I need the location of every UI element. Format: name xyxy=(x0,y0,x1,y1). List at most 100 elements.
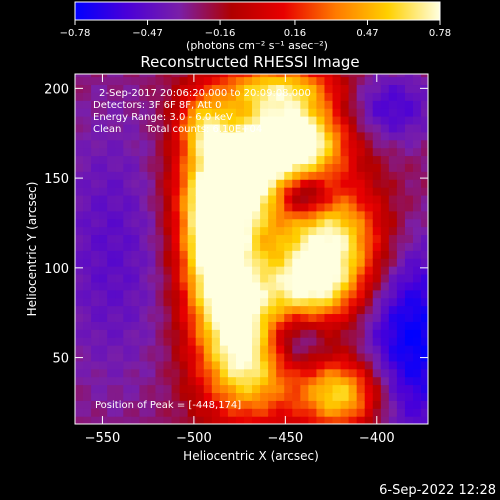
heatmap-cell xyxy=(211,92,221,101)
heatmap-cell xyxy=(316,92,326,101)
heatmap-cell xyxy=(155,202,165,212)
heatmap-cell xyxy=(203,155,213,164)
heatmap-cell xyxy=(171,92,181,101)
heatmap-cell xyxy=(316,74,326,78)
heatmap-cell xyxy=(276,360,285,370)
heatmap-cell xyxy=(388,116,398,125)
heatmap-cell xyxy=(211,147,221,157)
heatmap-cell xyxy=(123,131,132,141)
heatmap-cell xyxy=(75,384,84,394)
heatmap-cell xyxy=(75,297,84,307)
heatmap-cell xyxy=(404,131,414,141)
heatmap-cell xyxy=(155,234,165,243)
heatmap-cell xyxy=(348,100,358,109)
heatmap-cell xyxy=(308,187,318,196)
heatmap-cell xyxy=(300,250,309,259)
heatmap-cell xyxy=(276,313,285,322)
heatmap-cell xyxy=(235,329,245,338)
heatmap-cell xyxy=(396,187,406,196)
heatmap-cell xyxy=(115,179,124,188)
heatmap-cell xyxy=(388,273,398,283)
heatmap-cell xyxy=(219,242,229,251)
heatmap-cell xyxy=(332,281,342,291)
heatmap-cell xyxy=(91,123,100,133)
heatmap-cell xyxy=(356,218,366,228)
heatmap-cell xyxy=(195,131,205,141)
heatmap-cell xyxy=(404,242,414,251)
heatmap-cell xyxy=(83,376,92,386)
heatmap-cell xyxy=(211,202,221,212)
heatmap-cell xyxy=(123,305,132,315)
heatmap-cell xyxy=(404,408,414,417)
heatmap-cell xyxy=(235,100,245,109)
heatmap-cell xyxy=(131,147,140,157)
heatmap-cell xyxy=(99,242,108,251)
heatmap-cell xyxy=(83,345,92,354)
heatmap-cell xyxy=(332,155,342,164)
heatmap-cell xyxy=(356,242,366,251)
heatmap-cell xyxy=(227,242,237,251)
heatmap-cell xyxy=(413,273,422,283)
heatmap-cell xyxy=(179,250,189,259)
heatmap-cell xyxy=(332,352,342,362)
heatmap-cell xyxy=(131,337,140,346)
heatmap-cell xyxy=(211,163,221,172)
heatmap-cell xyxy=(284,297,293,307)
heatmap-cell xyxy=(235,321,245,330)
heatmap-cell xyxy=(364,234,374,243)
heatmap-cell xyxy=(131,242,140,251)
heatmap-cell xyxy=(179,329,189,338)
heatmap-cell xyxy=(348,74,358,78)
heatmap-cell xyxy=(268,258,277,267)
heatmap-cell xyxy=(388,171,398,180)
heatmap-cell xyxy=(316,194,326,204)
heatmap-cell xyxy=(300,100,309,109)
heatmap-cell xyxy=(300,155,309,164)
heatmap-cell xyxy=(179,116,189,125)
heatmap-cell xyxy=(91,321,100,330)
heatmap-cell xyxy=(324,210,334,220)
heatmap-cell xyxy=(396,234,406,243)
heatmap-cell xyxy=(388,392,398,401)
heatmap-cell xyxy=(276,226,285,236)
heatmap-cell xyxy=(163,376,173,386)
heatmap-cell xyxy=(195,337,205,346)
heatmap-cell xyxy=(252,384,261,394)
heatmap-cell xyxy=(244,408,253,417)
heatmap-cell xyxy=(404,258,414,267)
heatmap-cell xyxy=(187,258,197,267)
heatmap-cell xyxy=(163,297,173,307)
heatmap-cell xyxy=(316,179,326,188)
heatmap-cell xyxy=(235,392,245,401)
heatmap-cell xyxy=(123,194,132,204)
heatmap-cell xyxy=(340,360,350,370)
heatmap-cell xyxy=(91,194,100,204)
heatmap-cell xyxy=(195,266,205,275)
heatmap-cell xyxy=(340,352,350,362)
heatmap-cell xyxy=(107,337,116,346)
heatmap-cell xyxy=(227,163,237,172)
heatmap-cell xyxy=(107,179,116,188)
heatmap-cell xyxy=(260,187,269,196)
heatmap-cell xyxy=(235,313,245,322)
heatmap-cell xyxy=(75,108,84,117)
heatmap-cell xyxy=(171,360,181,370)
heatmap-cell xyxy=(388,210,398,220)
heatmap-cell xyxy=(139,266,149,275)
heatmap-cell xyxy=(219,258,229,267)
heatmap-cell xyxy=(91,218,100,228)
heatmap-cell xyxy=(211,281,221,291)
heatmap-cell xyxy=(332,400,342,409)
heatmap-cell xyxy=(91,250,100,259)
heatmap-cell xyxy=(372,100,382,109)
heatmap-cell xyxy=(203,313,213,322)
heatmap-cell xyxy=(187,100,197,109)
heatmap-cell xyxy=(99,187,108,196)
heatmap-cell xyxy=(139,273,149,283)
heatmap-cell xyxy=(139,242,149,251)
heatmap-cell xyxy=(123,74,132,78)
heatmap-cell xyxy=(195,123,205,133)
x-tick-label: −400 xyxy=(359,431,395,446)
heatmap-cell xyxy=(292,155,301,164)
heatmap-cell xyxy=(292,187,301,196)
